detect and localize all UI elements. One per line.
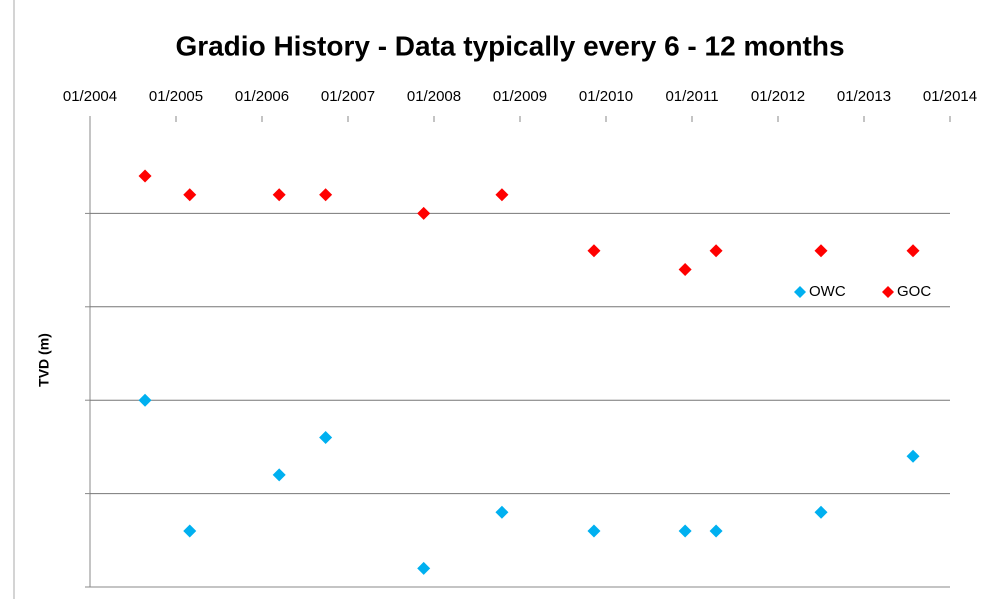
point bbox=[906, 244, 920, 258]
x-tick-label: 01/2005 bbox=[149, 88, 203, 105]
x-tick-label: 01/2012 bbox=[751, 88, 805, 105]
legend-label: OWC bbox=[809, 283, 846, 300]
point bbox=[417, 206, 431, 220]
x-tick-label: 01/2010 bbox=[579, 88, 633, 105]
point bbox=[709, 524, 723, 538]
x-tick-label: 01/2011 bbox=[665, 88, 718, 105]
point bbox=[495, 505, 509, 519]
legend-label: GOC bbox=[897, 283, 931, 300]
point bbox=[495, 188, 509, 202]
point bbox=[183, 188, 197, 202]
legend-marker bbox=[794, 286, 806, 298]
point bbox=[319, 188, 333, 202]
point bbox=[814, 505, 828, 519]
point bbox=[138, 169, 152, 183]
legend-marker bbox=[882, 286, 894, 298]
point bbox=[709, 244, 723, 258]
point bbox=[272, 188, 286, 202]
point bbox=[138, 393, 152, 407]
x-tick-label: 01/2006 bbox=[235, 88, 289, 105]
x-tick-label: 01/2014 bbox=[923, 88, 977, 105]
point bbox=[183, 524, 197, 538]
x-tick-label: 01/2013 bbox=[837, 88, 891, 105]
point bbox=[678, 262, 692, 276]
x-tick-label: 01/2007 bbox=[321, 88, 375, 105]
point bbox=[587, 244, 601, 258]
point bbox=[417, 561, 431, 575]
point bbox=[272, 468, 286, 482]
point bbox=[906, 449, 920, 463]
x-tick-label: 01/2004 bbox=[63, 88, 117, 105]
point bbox=[814, 244, 828, 258]
point bbox=[319, 431, 333, 445]
x-tick-label: 01/2009 bbox=[493, 88, 547, 105]
x-tick-label: 01/2008 bbox=[407, 88, 461, 105]
chart-title: Gradio History - Data typically every 6 … bbox=[175, 30, 844, 61]
y-axis-label: TVD (m) bbox=[36, 333, 52, 387]
point bbox=[678, 524, 692, 538]
point bbox=[587, 524, 601, 538]
